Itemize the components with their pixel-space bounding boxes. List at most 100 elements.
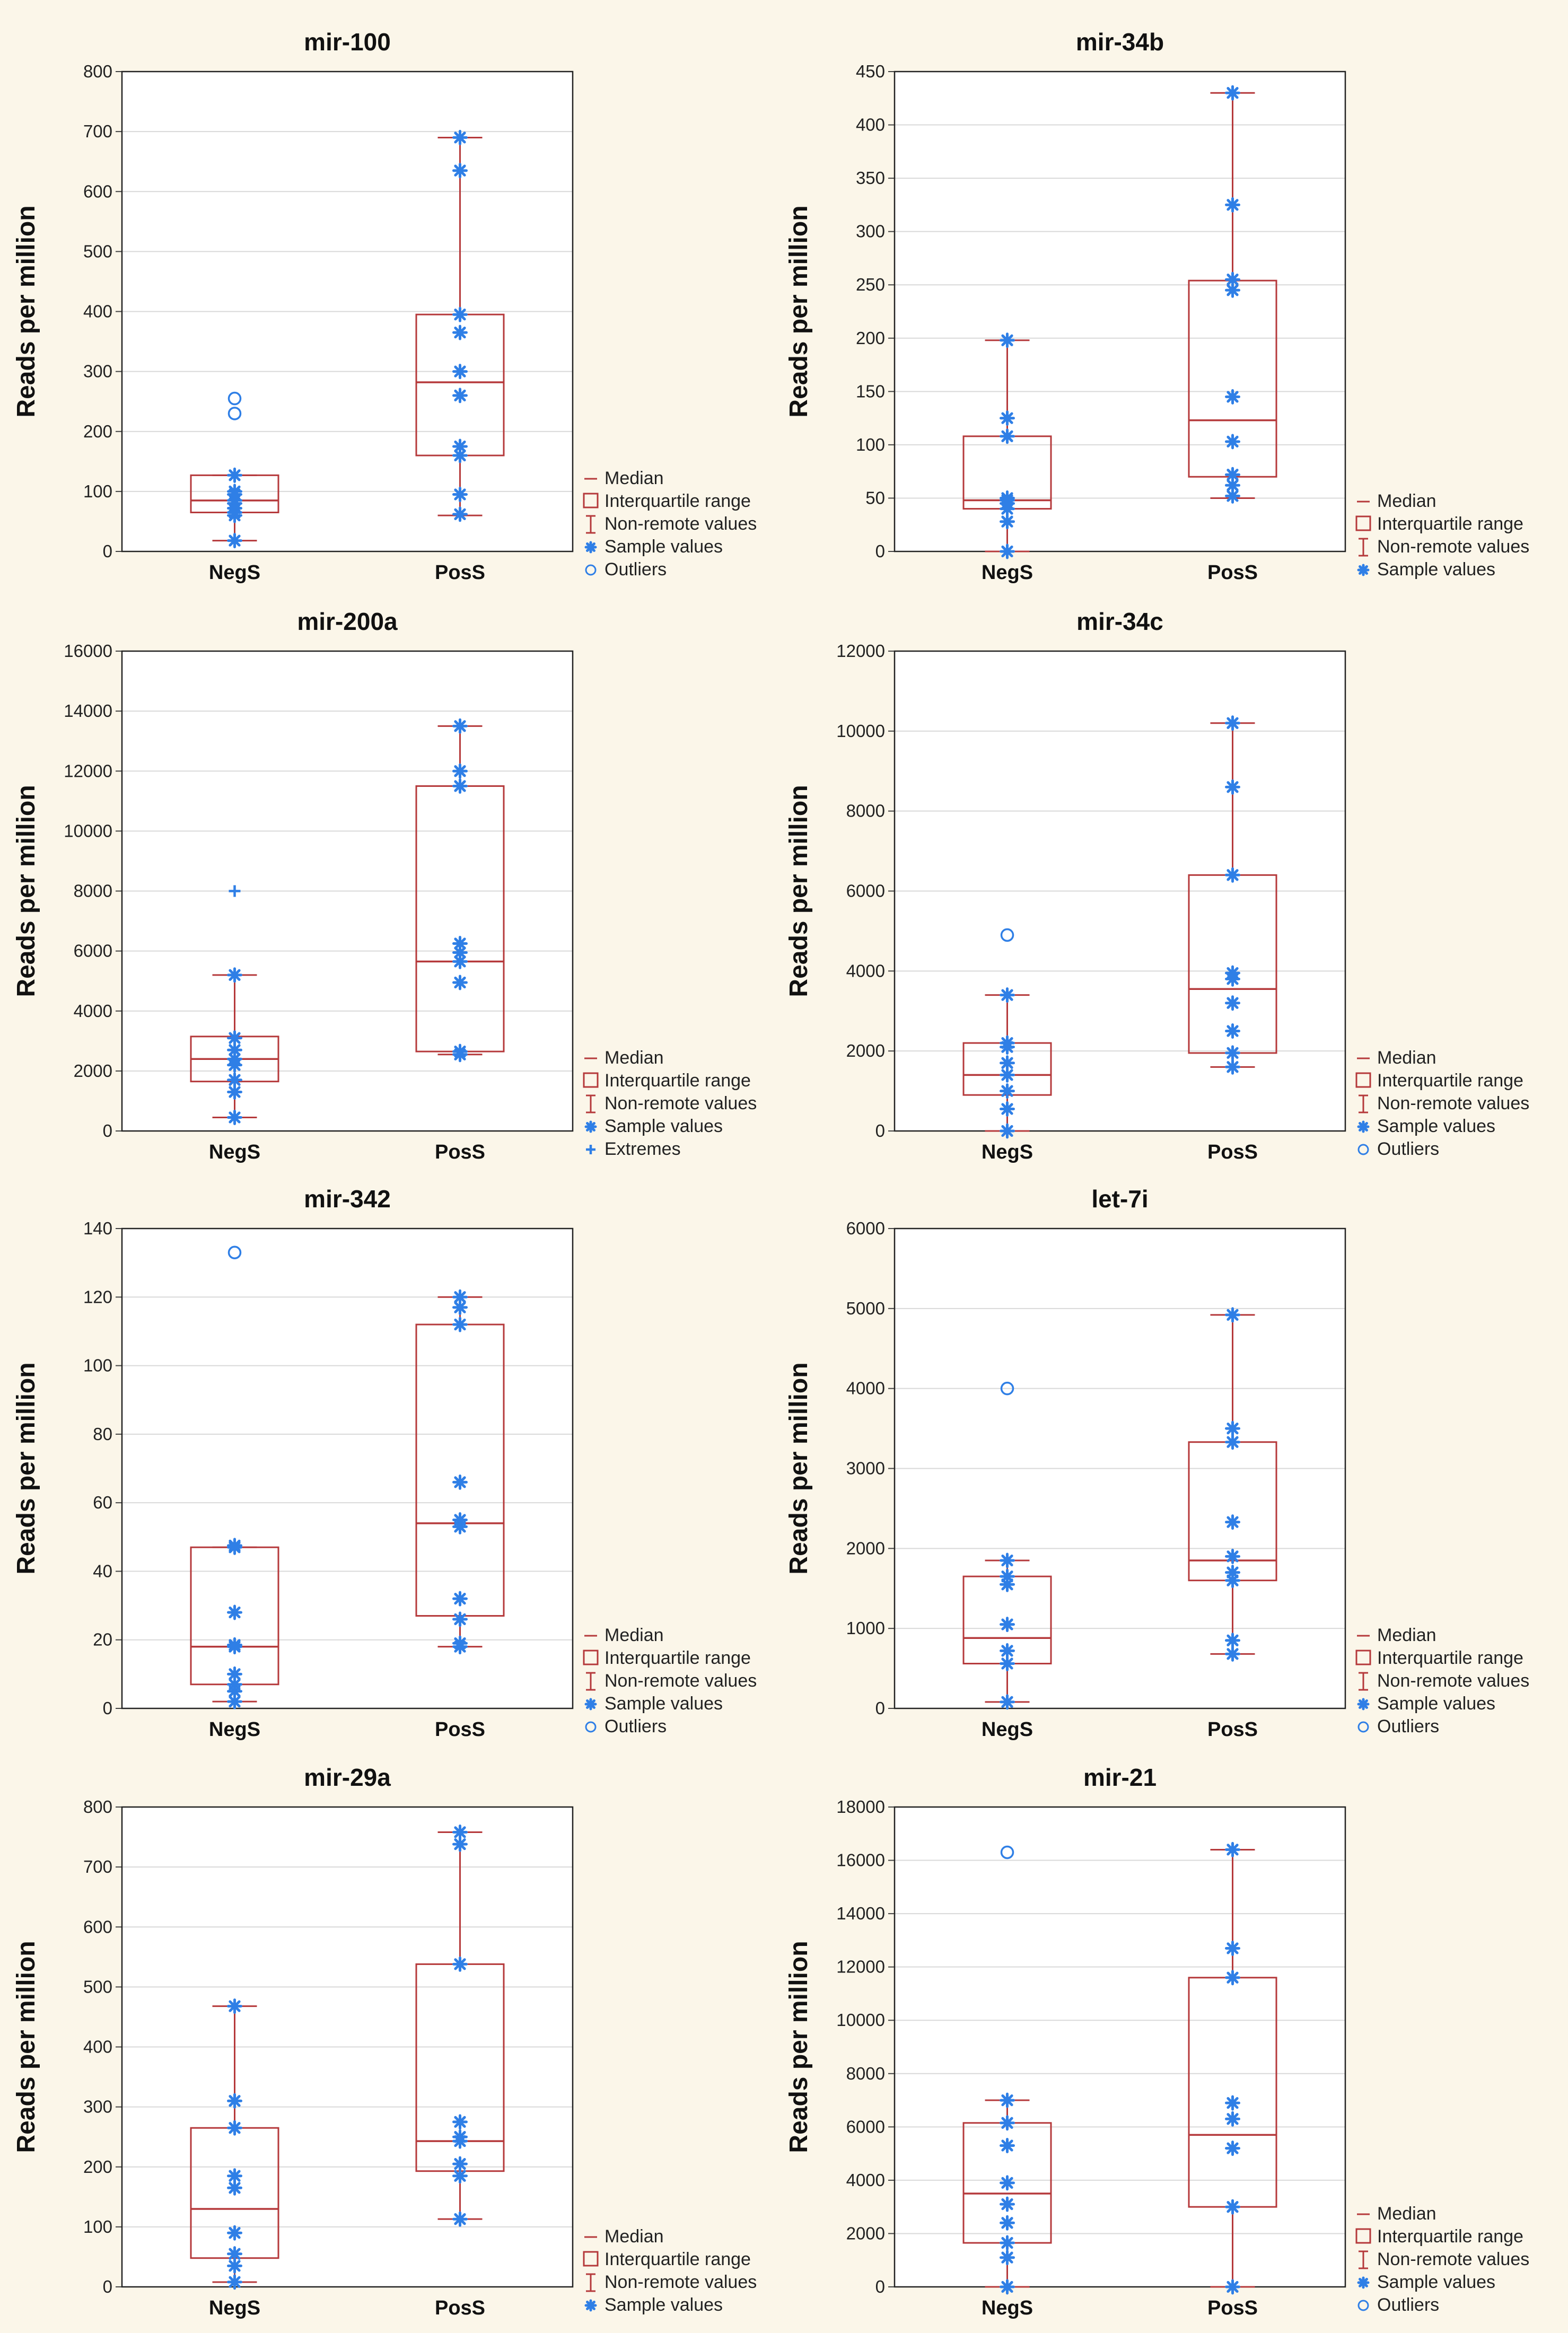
- legend-item: Sample values: [1357, 2272, 1495, 2292]
- sample-point: [452, 388, 468, 404]
- plot-frame: [121, 71, 574, 552]
- legend-label: Median: [605, 1048, 664, 1068]
- legend-box-icon: [1355, 1072, 1371, 1088]
- legend-sample-icon: [1357, 564, 1370, 576]
- chart-mir-29a: mir-29a Reads per million 0 100 200 300 400 500…: [12, 1764, 757, 2319]
- x-category-label: NegS: [982, 562, 1033, 584]
- y-tick-label: 0: [103, 541, 112, 561]
- sample-point: [1000, 1694, 1015, 1710]
- sample-point: [1225, 965, 1240, 981]
- box-PosS: [415, 129, 505, 522]
- x-category-label: NegS: [209, 2297, 260, 2319]
- y-tick-label: 100: [83, 2217, 112, 2236]
- y-tick-label: 2000: [74, 1061, 112, 1081]
- sample-point: [1225, 271, 1240, 287]
- legend-label: Outliers: [605, 559, 667, 580]
- legend-item: Non-remote values: [586, 1093, 757, 1113]
- legend-item: Sample values: [1357, 559, 1495, 580]
- y-tick-label: 500: [83, 1977, 112, 1996]
- legend-label: Sample values: [1377, 1694, 1495, 1714]
- y-tick-label: 60: [93, 1493, 112, 1512]
- y-tick-label: 200: [83, 422, 112, 441]
- chart-title: mir-34b: [1076, 28, 1164, 56]
- legend-label: Median: [605, 2226, 664, 2247]
- sample-point: [1225, 488, 1240, 504]
- sample-point: [1000, 1101, 1015, 1117]
- legend-label: Outliers: [1377, 1716, 1439, 1736]
- sample-point: [1000, 1035, 1015, 1051]
- sample-point: [1000, 410, 1015, 426]
- legend-label: Non-remote values: [605, 2272, 757, 2292]
- y-tick-label: 600: [83, 181, 112, 201]
- legend-label: Interquartile range: [605, 2249, 751, 2269]
- y-axis-label: Reads per million: [785, 1362, 813, 1574]
- y-tick-label: 4000: [846, 961, 885, 980]
- legend-label: Non-remote values: [605, 514, 757, 534]
- sample-point: [227, 1110, 242, 1125]
- y-tick-label: 50: [865, 488, 885, 507]
- chart-title: mir-100: [304, 28, 391, 56]
- sample-point: [452, 2114, 468, 2130]
- sample-point: [452, 2211, 468, 2227]
- sample-point: [452, 1474, 468, 1490]
- sample-point: [1000, 2138, 1015, 2153]
- sample-point: [452, 1289, 468, 1305]
- chart-title: mir-342: [304, 1185, 391, 1213]
- legend-whisker-icon: [586, 1672, 595, 1691]
- y-tick-label: 4000: [846, 1379, 885, 1398]
- legend-label: Median: [1377, 1625, 1436, 1645]
- sample-point: [227, 1677, 242, 1692]
- legend-label: Sample values: [1377, 559, 1495, 580]
- plot-frame: [894, 1806, 1346, 2288]
- legend-item: Outliers: [1357, 1716, 1439, 1736]
- sample-point: [1225, 1841, 1240, 1857]
- y-tick-label: 100: [83, 1356, 112, 1375]
- sample-point: [452, 936, 468, 951]
- legend-label: Non-remote values: [1377, 1671, 1529, 1691]
- sample-point: [227, 2274, 242, 2290]
- sample-point: [452, 1635, 468, 1651]
- sample-point: [452, 718, 468, 734]
- legend-label: Sample values: [605, 1694, 723, 1714]
- sample-point: [1000, 1568, 1015, 1584]
- box-PosS: [1188, 1841, 1277, 2295]
- sample-point: [227, 1042, 242, 1058]
- legend-whisker-icon: [586, 515, 595, 534]
- x-category-label: PosS: [435, 562, 485, 584]
- y-tick-label: 12000: [64, 761, 112, 780]
- y-axis-label: Reads per million: [785, 1941, 813, 2153]
- y-tick-label: 350: [856, 168, 885, 188]
- y-tick-label: 250: [856, 275, 885, 294]
- sample-point: [1000, 1617, 1015, 1633]
- x-category-label: PosS: [1207, 1141, 1258, 1163]
- y-tick-label: 400: [83, 2037, 112, 2057]
- legend-item: Median: [584, 2226, 664, 2247]
- sample-point: [452, 778, 468, 794]
- sample-point: [1225, 1548, 1240, 1564]
- legend-item: Sample values: [584, 2295, 723, 2315]
- sample-point: [227, 2093, 242, 2109]
- legend-item: Sample values: [584, 537, 723, 557]
- y-tick-label: 3000: [846, 1459, 885, 1478]
- y-tick-label: 6000: [846, 881, 885, 901]
- y-tick-label: 0: [103, 1698, 112, 1718]
- outlier-point: [1000, 928, 1014, 942]
- chart-title: mir-34c: [1076, 608, 1163, 635]
- y-tick-label: 2000: [846, 1041, 885, 1060]
- sample-point: [452, 438, 468, 454]
- chart-mir-34b: mir-34b Reads per million 0 50 100 150 200 250 3…: [785, 28, 1529, 584]
- chart-mir-34c: mir-34c Reads per million 0 2000 4000 6000 800…: [785, 608, 1529, 1163]
- y-tick-label: 20: [93, 1630, 112, 1650]
- sample-point: [452, 364, 468, 380]
- y-tick-label: 300: [83, 362, 112, 381]
- sample-point: [227, 2168, 242, 2184]
- legend-outlier-icon: [1357, 2300, 1369, 2311]
- legend-item: Non-remote values: [586, 514, 757, 534]
- sample-point: [1225, 1434, 1240, 1450]
- legend-whisker-icon: [1359, 1094, 1368, 1113]
- legend-outlier-icon: [1357, 1721, 1369, 1733]
- plot-frame: [121, 1227, 574, 1709]
- chart-mir-21: mir-21 Reads per million 0 2000 4000 6000 8000…: [785, 1764, 1529, 2319]
- sample-point: [227, 2258, 242, 2274]
- sample-point: [1225, 1970, 1240, 1986]
